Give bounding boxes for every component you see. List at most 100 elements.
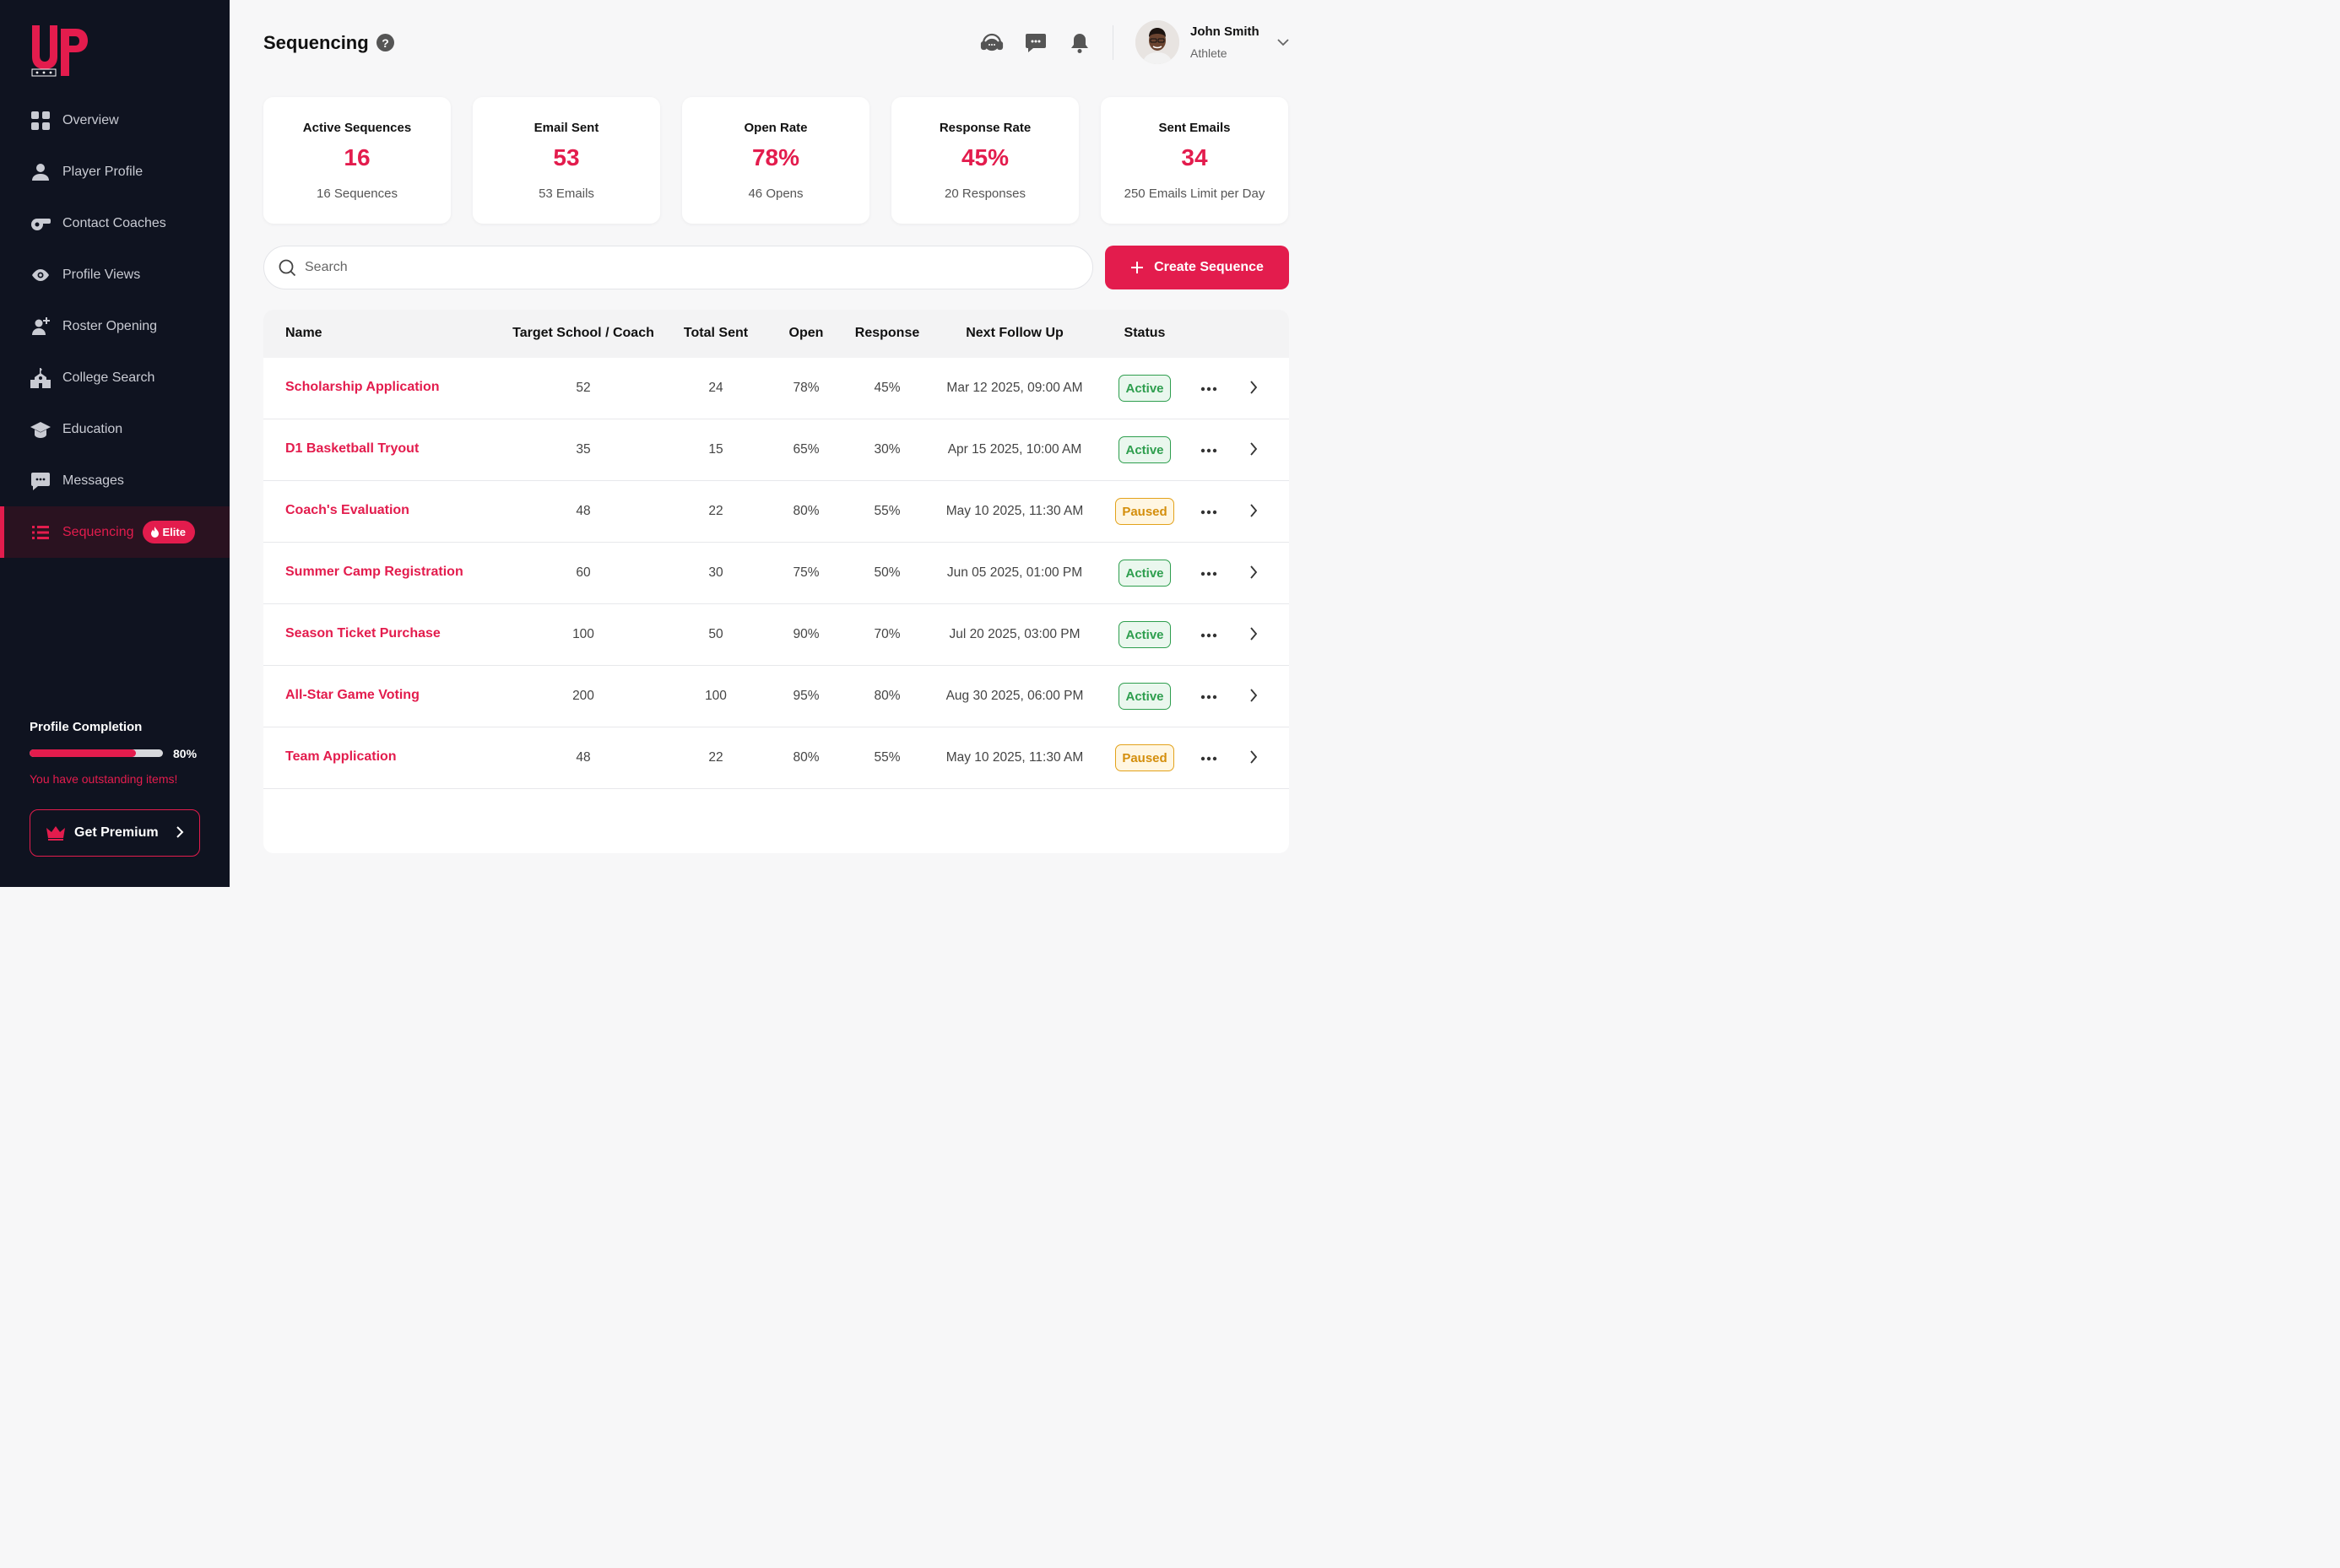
more-options-icon[interactable] xyxy=(1200,565,1217,581)
create-sequence-button[interactable]: Create Sequence xyxy=(1105,246,1289,289)
response-rate: 55% xyxy=(874,504,901,518)
sequence-name-link[interactable]: Coach's Evaluation xyxy=(285,503,409,517)
table-row[interactable]: Team Application 48 22 80% 55% May 10 2025, 1… xyxy=(263,727,1289,789)
stat-sub: 53 Emails xyxy=(539,187,594,201)
column-header-open[interactable]: Open xyxy=(788,326,824,340)
chevron-right-icon[interactable] xyxy=(1249,503,1258,522)
more-options-icon[interactable] xyxy=(1200,381,1217,396)
status-badge: Active xyxy=(1119,621,1171,648)
elite-badge-label: Elite xyxy=(162,526,186,538)
more-options-icon[interactable] xyxy=(1200,627,1217,642)
stat-card-response-rate: Response Rate 45% 20 Responses xyxy=(891,97,1079,224)
more-options-icon[interactable] xyxy=(1200,750,1217,765)
sidebar-item-label: Education xyxy=(62,421,123,436)
sequence-name-link[interactable]: Season Ticket Purchase xyxy=(285,626,441,641)
search-bar[interactable] xyxy=(263,246,1093,289)
sequence-name-link[interactable]: All-Star Game Voting xyxy=(285,688,420,702)
column-header-name[interactable]: Name xyxy=(285,326,322,340)
response-rate: 30% xyxy=(874,442,901,457)
user-name: John Smith xyxy=(1190,24,1259,39)
sidebar-item-education[interactable]: Education xyxy=(0,403,230,455)
sequence-name-link[interactable]: Team Application xyxy=(285,749,397,764)
stat-sub: 250 Emails Limit per Day xyxy=(1124,187,1265,201)
more-options-icon[interactable] xyxy=(1200,504,1217,519)
table-row[interactable]: Season Ticket Purchase 100 50 90% 70% Jul 20 … xyxy=(263,604,1289,666)
total-sent: 50 xyxy=(708,627,723,641)
column-header-target[interactable]: Target School / Coach xyxy=(512,326,654,340)
list-icon xyxy=(30,522,51,543)
target-count: 100 xyxy=(572,627,594,641)
chevron-down-icon[interactable] xyxy=(1276,36,1290,51)
sidebar-item-player-profile[interactable]: Player Profile xyxy=(0,146,230,197)
chevron-right-icon[interactable] xyxy=(1249,565,1258,584)
sidebar-item-contact-coaches[interactable]: Contact Coaches xyxy=(0,197,230,249)
total-sent: 15 xyxy=(708,442,723,457)
notifications-icon[interactable] xyxy=(1068,32,1091,54)
total-sent: 100 xyxy=(705,689,727,703)
elite-badge: Elite xyxy=(142,521,195,543)
plus-icon xyxy=(1131,262,1144,273)
response-rate: 80% xyxy=(874,689,901,703)
next-follow-up: Mar 12 2025, 09:00 AM xyxy=(946,381,1083,395)
chevron-right-icon[interactable] xyxy=(1249,441,1258,461)
more-options-icon[interactable] xyxy=(1200,442,1217,457)
chevron-right-icon[interactable] xyxy=(1249,626,1258,646)
response-rate: 70% xyxy=(874,627,901,641)
column-header-status[interactable]: Status xyxy=(1124,326,1166,340)
table-row[interactable]: Scholarship Application 52 24 78% 45% Mar 12 … xyxy=(263,358,1289,419)
profile-completion-percent: 80% xyxy=(173,747,198,760)
stat-sub: 16 Sequences xyxy=(317,187,398,201)
response-rate: 45% xyxy=(874,381,901,395)
chevron-right-icon[interactable] xyxy=(1249,749,1258,769)
sidebar-item-college-search[interactable]: College Search xyxy=(0,352,230,403)
search-input[interactable] xyxy=(305,260,1064,275)
table-row[interactable]: D1 Basketball Tryout 35 15 65% 30% Apr 15 202… xyxy=(263,419,1289,481)
sequence-name-link[interactable]: Summer Camp Registration xyxy=(285,565,463,579)
stat-value: 34 xyxy=(1181,144,1208,170)
avatar[interactable] xyxy=(1135,20,1179,64)
profile-completion-fill xyxy=(30,749,137,757)
status-badge: Active xyxy=(1119,375,1171,402)
sequence-name-link[interactable]: Scholarship Application xyxy=(285,380,440,394)
help-icon[interactable]: ? xyxy=(376,34,394,51)
app-logo[interactable] xyxy=(30,24,89,78)
sidebar-item-label: Contact Coaches xyxy=(62,215,166,230)
sequence-name-link[interactable]: D1 Basketball Tryout xyxy=(285,441,420,456)
next-follow-up: Apr 15 2025, 10:00 AM xyxy=(947,442,1082,457)
sidebar-item-overview[interactable]: Overview xyxy=(0,95,230,146)
sidebar-item-messages[interactable]: Messages xyxy=(0,455,230,506)
target-count: 48 xyxy=(576,504,591,518)
status-badge: Active xyxy=(1119,560,1171,587)
next-follow-up: Aug 30 2025, 06:00 PM xyxy=(945,689,1084,703)
stat-card-email-sent: Email Sent 53 53 Emails xyxy=(473,97,660,224)
status-badge: Paused xyxy=(1115,498,1174,525)
stat-sub: 46 Opens xyxy=(748,187,804,201)
chevron-right-icon[interactable] xyxy=(1249,380,1258,399)
sidebar-item-label: College Search xyxy=(62,370,155,385)
total-sent: 22 xyxy=(708,750,723,765)
user-plus-icon xyxy=(30,316,51,338)
sidebar-item-roster-opening[interactable]: Roster Opening xyxy=(0,300,230,352)
open-rate: 95% xyxy=(793,689,820,703)
chevron-right-icon[interactable] xyxy=(1249,688,1258,707)
sidebar-item-label: Overview xyxy=(62,112,119,127)
column-header-response[interactable]: Response xyxy=(854,326,920,340)
column-header-next-follow-up[interactable]: Next Follow Up xyxy=(966,326,1064,340)
table-row[interactable]: Coach's Evaluation 48 22 80% 55% May 10 2025,… xyxy=(263,481,1289,543)
sequences-table: Name Target School / Coach Total Sent Op… xyxy=(263,310,1289,853)
sidebar-item-profile-views[interactable]: Profile Views xyxy=(0,249,230,300)
open-rate: 80% xyxy=(793,504,820,518)
messages-icon[interactable] xyxy=(1024,32,1048,54)
sidebar-item-sequencing[interactable]: Sequencing Elite xyxy=(0,506,230,558)
open-rate: 78% xyxy=(793,381,820,395)
table-row[interactable]: Summer Camp Registration 60 30 75% 50% Jun 05… xyxy=(263,543,1289,604)
support-icon[interactable] xyxy=(980,32,1004,54)
response-rate: 50% xyxy=(874,565,901,580)
stat-sub: 20 Responses xyxy=(945,187,1026,201)
target-count: 35 xyxy=(576,442,591,457)
get-premium-button[interactable]: Get Premium xyxy=(30,809,200,857)
column-header-total-sent[interactable]: Total Sent xyxy=(683,326,749,340)
create-sequence-label: Create Sequence xyxy=(1154,260,1264,274)
more-options-icon[interactable] xyxy=(1200,689,1217,704)
table-row[interactable]: All-Star Game Voting 200 100 95% 80% Aug 30 2… xyxy=(263,666,1289,727)
